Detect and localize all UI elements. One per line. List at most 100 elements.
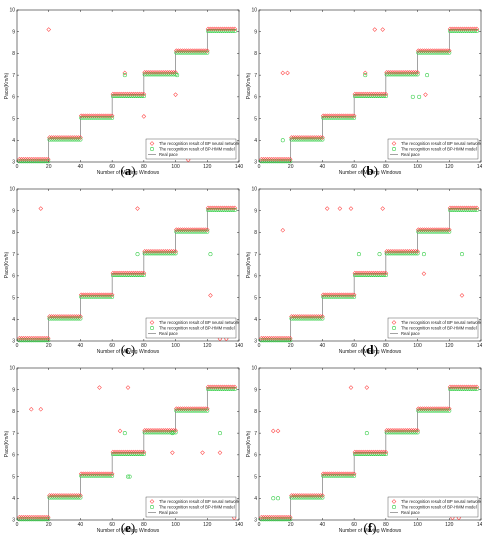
bp-point bbox=[85, 113, 90, 119]
bp-point bbox=[200, 48, 206, 53]
bp-point bbox=[220, 384, 225, 390]
bp-point bbox=[371, 449, 376, 455]
legend: The recognition result of BP neural netw… bbox=[387, 496, 482, 518]
bp-hmm-point bbox=[188, 408, 193, 413]
bp-point bbox=[418, 406, 423, 411]
bp-point bbox=[474, 384, 480, 390]
bp-hmm-point bbox=[280, 338, 284, 343]
bp-point bbox=[93, 471, 98, 477]
bp-hmm-point bbox=[46, 159, 51, 164]
bp-hmm-point bbox=[157, 72, 162, 77]
bp-outlier-point bbox=[380, 206, 385, 211]
bp-hmm-point bbox=[263, 517, 268, 522]
bp-point bbox=[230, 384, 236, 390]
bp-hmm-point bbox=[323, 473, 328, 478]
bp-point bbox=[289, 314, 294, 319]
bp-hmm-point bbox=[68, 495, 73, 500]
bp-point bbox=[442, 406, 448, 411]
bp-point bbox=[407, 70, 412, 75]
bp-hmm-point bbox=[144, 251, 149, 256]
bp-hmm-point bbox=[139, 94, 144, 99]
legend-box bbox=[145, 496, 237, 518]
bp-hmm-point bbox=[375, 452, 380, 457]
bp-point bbox=[112, 91, 118, 97]
bp-hmm-point bbox=[19, 517, 24, 522]
bp-point bbox=[55, 493, 61, 498]
bp-point bbox=[65, 493, 71, 498]
bp-hmm-point bbox=[452, 386, 457, 391]
bp-point bbox=[160, 249, 166, 254]
bp-outlier-point bbox=[337, 206, 343, 211]
bp-point bbox=[182, 406, 187, 411]
bp-hmm-point bbox=[103, 473, 108, 478]
bp-point bbox=[462, 26, 467, 32]
bp-hmm-point bbox=[110, 452, 115, 457]
bp-point bbox=[144, 428, 150, 433]
bp-hmm-point bbox=[129, 452, 134, 457]
bp-hmm-point bbox=[87, 115, 92, 120]
bp-hmm-point bbox=[64, 316, 68, 321]
bp-hmm-point bbox=[460, 28, 465, 33]
bp-hmm-point bbox=[367, 452, 372, 457]
bp-hmm-point bbox=[462, 207, 467, 212]
bp-point bbox=[271, 514, 277, 520]
bp-hmm-point bbox=[357, 452, 362, 457]
bp-hmm-point bbox=[418, 408, 423, 413]
bp-hmm-point bbox=[110, 473, 115, 478]
bp-point bbox=[299, 493, 305, 498]
bp-hmm-point bbox=[121, 452, 126, 457]
bp-hmm-point bbox=[352, 94, 357, 99]
bp-hmm-point bbox=[184, 408, 189, 413]
bp-hmm-point bbox=[171, 72, 176, 77]
bp-point bbox=[207, 205, 213, 211]
bp-point bbox=[167, 249, 172, 254]
bp-hmm-point bbox=[53, 495, 58, 500]
y-tick-label: 8 bbox=[12, 409, 15, 415]
bp-point bbox=[110, 270, 116, 276]
bp-hmm-point bbox=[87, 473, 92, 478]
bp-hmm-point bbox=[458, 386, 463, 391]
bp-hmm-point bbox=[203, 50, 208, 55]
bp-point bbox=[174, 48, 179, 53]
bp-point bbox=[305, 493, 311, 498]
bp-hmm-point bbox=[295, 316, 300, 321]
bp-point bbox=[89, 292, 94, 298]
bp-point bbox=[351, 113, 357, 119]
bp-point bbox=[192, 406, 198, 411]
bp-point bbox=[369, 270, 374, 276]
bp-point bbox=[436, 48, 442, 53]
bp-hmm-point bbox=[365, 273, 370, 278]
bp-hmm-point bbox=[148, 72, 153, 77]
bp-point bbox=[400, 428, 406, 433]
bp-hmm-point bbox=[472, 386, 477, 391]
bp-point bbox=[409, 428, 414, 433]
x-tick-label: 80 bbox=[383, 343, 389, 349]
bp-point bbox=[150, 428, 156, 433]
bp-hmm-point bbox=[284, 517, 289, 522]
bp-point bbox=[109, 292, 115, 298]
bp-hmm-point bbox=[220, 28, 225, 33]
bp-point bbox=[367, 270, 372, 276]
legend-box bbox=[145, 317, 237, 339]
bp-hmm-point bbox=[273, 159, 278, 164]
bp-point bbox=[156, 249, 162, 254]
y-tick-label: 3 bbox=[254, 160, 257, 166]
legend-entry: The recognition result of BP neural netw… bbox=[401, 320, 482, 325]
legend-hmm-marker bbox=[392, 505, 396, 509]
bp-hmm-point bbox=[289, 495, 294, 500]
bp-hmm-point bbox=[110, 294, 115, 299]
bp-hmm-point bbox=[359, 273, 364, 278]
bp-hmm-point bbox=[91, 294, 96, 299]
bp-hmm-point bbox=[113, 273, 117, 278]
bp-hmm-point bbox=[83, 294, 88, 299]
bp-hmm-point bbox=[218, 386, 223, 391]
bp-point bbox=[392, 249, 398, 254]
bp-hmm-point bbox=[47, 316, 52, 321]
y-axis-label: Pace(Km/h) bbox=[246, 72, 252, 99]
bp-point bbox=[211, 26, 217, 32]
bp-point bbox=[281, 514, 287, 520]
bp-point bbox=[394, 249, 400, 254]
bp-hmm-point bbox=[113, 94, 117, 99]
panel-label: (d) bbox=[362, 342, 378, 357]
bp-hmm-point bbox=[289, 137, 294, 142]
